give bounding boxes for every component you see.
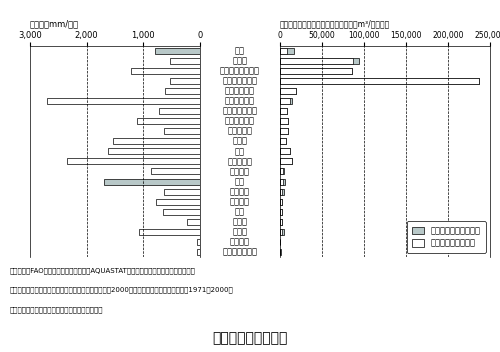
- Bar: [280, 178, 284, 184]
- Text: オーストラリア: オーストラリア: [222, 76, 258, 86]
- Text: 世界各国の降水量等: 世界各国の降水量等: [212, 331, 288, 345]
- Bar: [280, 209, 282, 215]
- Bar: [154, 48, 200, 54]
- Bar: [113, 138, 200, 144]
- Bar: [280, 128, 287, 134]
- Text: インドネシア: インドネシア: [225, 96, 255, 106]
- Bar: [47, 98, 200, 104]
- Bar: [280, 88, 296, 94]
- Bar: [104, 178, 200, 184]
- Text: インド: インド: [232, 227, 248, 236]
- Text: イラン: イラン: [232, 217, 248, 226]
- Bar: [280, 48, 287, 54]
- Bar: [160, 108, 200, 114]
- Bar: [280, 78, 479, 84]
- Legend: １人当たり年降水総量, １人当たり水資源量: １人当たり年降水総量, １人当たり水資源量: [406, 221, 486, 253]
- Bar: [280, 78, 479, 84]
- Bar: [280, 98, 290, 104]
- Bar: [67, 158, 200, 164]
- Bar: [197, 239, 200, 245]
- Text: ルーマニア: ルーマニア: [228, 127, 252, 136]
- Bar: [280, 128, 287, 134]
- Text: エジプト: エジプト: [230, 237, 250, 246]
- Bar: [280, 148, 290, 155]
- Text: ニュージーランド: ニュージーランド: [220, 67, 260, 75]
- Bar: [170, 78, 200, 84]
- Bar: [280, 68, 352, 74]
- Text: タイ: タイ: [235, 147, 245, 156]
- Text: の平均値で，国土交通省水資源部調べ: の平均値で，国土交通省水資源部調べ: [10, 306, 104, 313]
- Bar: [131, 68, 200, 74]
- Bar: [280, 108, 287, 114]
- Bar: [151, 169, 200, 175]
- Text: 降水量（mm/年）: 降水量（mm/年）: [30, 19, 79, 28]
- Text: アメリカ合衆国: アメリカ合衆国: [222, 107, 258, 115]
- Bar: [280, 158, 292, 164]
- Bar: [280, 48, 294, 54]
- Bar: [280, 118, 287, 124]
- Text: ２．日本の人口は総務省統計局『国勢調査』（2000年）．平均降水量と水資源量は1971～2000年: ２．日本の人口は総務省統計局『国勢調査』（2000年）．平均降水量と水資源量は1…: [10, 287, 234, 294]
- Text: カナダ: カナダ: [232, 56, 248, 65]
- Bar: [280, 68, 352, 74]
- Bar: [280, 58, 359, 64]
- Text: フランス: フランス: [230, 167, 250, 176]
- Bar: [280, 148, 290, 155]
- Bar: [280, 199, 282, 205]
- Bar: [280, 229, 281, 235]
- Bar: [280, 158, 292, 164]
- Bar: [280, 88, 296, 94]
- Bar: [165, 88, 200, 94]
- Bar: [187, 219, 200, 225]
- Bar: [280, 219, 282, 225]
- Bar: [138, 229, 200, 235]
- Bar: [196, 249, 200, 255]
- Bar: [164, 209, 200, 215]
- Bar: [280, 108, 287, 114]
- Bar: [280, 138, 286, 144]
- Text: イギリス: イギリス: [230, 197, 250, 206]
- Text: スウェーデン: スウェーデン: [225, 87, 255, 95]
- Text: 世界: 世界: [235, 46, 245, 55]
- Bar: [170, 58, 200, 64]
- Bar: [280, 169, 284, 175]
- Bar: [108, 148, 200, 155]
- Text: 日本: 日本: [235, 177, 245, 186]
- Text: オーストリア: オーストリア: [225, 117, 255, 126]
- Text: スイス: スイス: [232, 137, 248, 146]
- Bar: [280, 178, 283, 184]
- Bar: [280, 189, 283, 195]
- Bar: [280, 118, 287, 124]
- Text: 中国: 中国: [235, 207, 245, 216]
- Bar: [280, 58, 353, 64]
- Bar: [156, 199, 200, 205]
- Bar: [280, 199, 282, 205]
- Bar: [280, 189, 282, 195]
- Bar: [137, 118, 200, 124]
- Bar: [280, 169, 283, 175]
- Text: フィリピン: フィリピン: [228, 157, 252, 166]
- Text: スペイン: スペイン: [230, 187, 250, 196]
- Bar: [280, 209, 282, 215]
- Bar: [164, 189, 200, 195]
- Bar: [164, 128, 200, 134]
- Text: （注）１．FAO（国連食糖農業機関）『AQUASTAT』をもとに国土交通省水資源部作成: （注）１．FAO（国連食糖農業機関）『AQUASTAT』をもとに国土交通省水資源…: [10, 268, 196, 274]
- Bar: [280, 98, 291, 104]
- Bar: [280, 138, 286, 144]
- Bar: [280, 229, 283, 235]
- Bar: [280, 219, 282, 225]
- Text: 一人当たり年間降水総量・水資源量（m³/人・年）: 一人当たり年間降水総量・水資源量（m³/人・年）: [280, 19, 390, 28]
- Text: サウジアラビア: サウジアラビア: [222, 247, 258, 256]
